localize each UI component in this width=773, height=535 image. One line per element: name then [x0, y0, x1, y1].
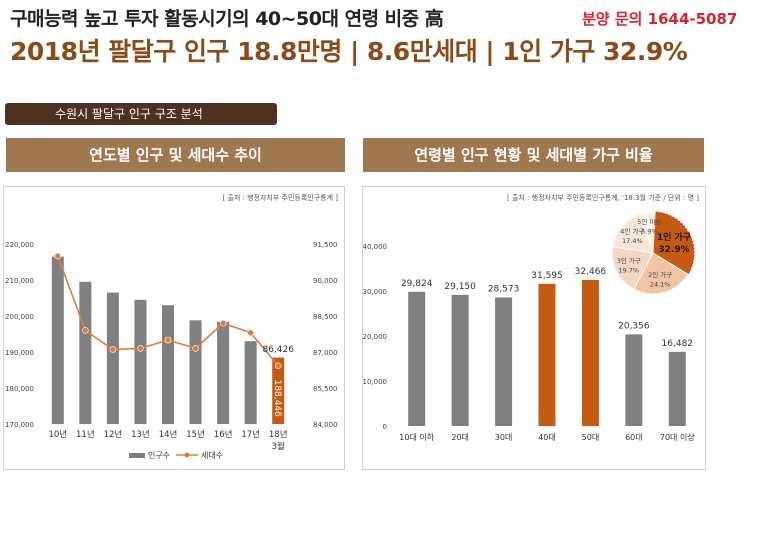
left-chart-box: [ 출처 : 행정자치부 주민등록인구통계 ] 220,000 210,000 20…: [3, 186, 345, 470]
contact-phone[interactable]: 분양 문의 1644-5087: [582, 10, 738, 28]
households-point: [54, 252, 62, 260]
right-panel-title: 연령별 인구 현황 및 세대별 가구 비율: [363, 138, 704, 172]
x-tick-label: 3월: [272, 441, 285, 452]
age-value-label: 29,150: [444, 282, 476, 292]
x-tick-label: 30대: [495, 433, 513, 442]
right-source: [ 출처 : 행정자치부 주민등록인구통계, '18.3월 기준 / 단위 : …: [507, 194, 699, 202]
households-point: [192, 345, 199, 352]
x-tick-label: 20대: [451, 433, 469, 442]
y-right-tick: 88,500: [313, 313, 338, 321]
legend-population-swatch: [129, 453, 145, 458]
households-point: [82, 327, 89, 334]
age-bar: [538, 283, 556, 426]
age-bar: [408, 291, 426, 426]
x-tick-label: 17년: [241, 429, 260, 440]
y-right-tick: 90,000: [313, 277, 338, 285]
pie-slice-value: 32.9%: [658, 245, 689, 255]
households-point: [164, 336, 172, 344]
x-tick-label: 60대: [625, 433, 643, 442]
age-bar: [581, 279, 599, 426]
x-tick-label: 11년: [76, 429, 95, 440]
households-point: [274, 362, 282, 370]
legend-households-swatch-dot: [184, 452, 190, 458]
x-tick-label: 50대: [582, 433, 600, 442]
y-left-tick: 180,000: [5, 385, 34, 393]
age-value-label: 32,466: [575, 267, 607, 277]
x-tick-label: 10대 이하: [399, 432, 434, 442]
age-bar: [625, 334, 643, 426]
pie-slice-value: 19.7%: [618, 267, 639, 275]
headline: 구매능력 높고 투자 활동시기의 40~50대 연령 비중 高: [10, 8, 444, 30]
x-tick-label: 14년: [159, 429, 178, 440]
population-bar: [244, 341, 257, 424]
left-source: [ 출처 : 행정자치부 주민등록인구통계 ]: [222, 194, 338, 202]
x-tick-label: 70대 이상: [660, 432, 695, 442]
population-bar: [162, 305, 174, 424]
y-tick: 0: [383, 423, 387, 431]
y-right-tick: 91,500: [313, 241, 338, 249]
age-value-label: 16,482: [662, 339, 694, 349]
y-left-tick: 220,000: [5, 241, 34, 249]
population-bar: [217, 321, 230, 424]
age-bar: [668, 351, 686, 426]
pie-slice-label: 2인 가구: [648, 270, 672, 279]
section-tag: 수원시 팔달구 인구 구조 분석: [5, 103, 277, 125]
households-point: [219, 319, 227, 327]
population-bar: [79, 281, 92, 424]
population-bar: [134, 299, 147, 424]
y-tick: 20,000: [363, 333, 387, 341]
x-tick-label: 12년: [104, 429, 123, 440]
left-panel-title: 연도별 인구 및 세대수 추이: [6, 138, 345, 172]
age-chart: 40,000 30,000 20,000 10,000 0 29,824 10대 이하 29,…: [363, 211, 695, 442]
y-tick: 30,000: [363, 288, 387, 296]
y-left-tick: 170,000: [5, 421, 34, 429]
pie-slice-value: 24.1%: [650, 281, 671, 289]
x-tick-label: 40대: [538, 433, 556, 442]
subheadline: 2018년 팔달구 인구 18.8만명 | 8.6만세대 | 1인 가구 32.…: [10, 37, 688, 66]
age-value-label: 29,824: [401, 279, 433, 289]
population-last-label: 188,446: [272, 380, 282, 417]
age-value-label: 20,356: [618, 321, 650, 331]
pie-slice-value: 17.4%: [622, 237, 643, 245]
pie-slice-label: 3인 가구: [617, 256, 641, 265]
y-tick: 40,000: [363, 243, 387, 251]
pie-slice: [639, 211, 656, 254]
population-bar: [189, 320, 202, 424]
pie-slice-value: 5.9%: [641, 228, 658, 236]
population-bar: [272, 357, 285, 424]
households-last-label: 86,426: [262, 345, 294, 355]
population-chart: 220,000 210,000 200,000 190,000 180,000 170,0…: [5, 241, 338, 460]
y-tick: 10,000: [363, 378, 387, 386]
pie-slice: [611, 246, 654, 290]
x-tick-label: 13년: [131, 429, 150, 440]
y-left-tick: 210,000: [5, 277, 34, 285]
x-tick-label: 18년: [269, 429, 288, 440]
legend-households-label: 세대수: [201, 451, 223, 460]
households-point: [109, 346, 117, 353]
y-right-tick: 85,500: [313, 385, 338, 393]
households-point: [247, 329, 254, 337]
age-value-label: 31,595: [531, 271, 563, 281]
pie-slice-label: 1인 가구: [657, 231, 691, 243]
pie-slice: [633, 252, 689, 295]
y-left-tick: 190,000: [5, 349, 34, 357]
y-left-tick: 200,000: [5, 313, 34, 321]
population-bar: [106, 292, 119, 424]
legend-population-label: 인구수: [148, 450, 170, 460]
age-value-label: 28,573: [488, 284, 520, 294]
y-right-tick: 87,000: [313, 349, 338, 357]
age-bar: [495, 297, 513, 426]
x-tick-label: 15년: [186, 429, 205, 440]
age-bar: [451, 294, 469, 426]
x-tick-label: 16년: [214, 429, 233, 440]
pie-slice-label: 5인 이상: [637, 217, 661, 226]
households-point: [137, 345, 144, 352]
y-right-tick: 84,000: [313, 421, 338, 429]
pie-slice-label: 4인 가구: [620, 226, 644, 235]
x-tick-label: 10년: [48, 429, 67, 440]
population-bar: [51, 256, 64, 424]
right-chart-box: [ 출처 : 행정자치부 주민등록인구통계, '18.3월 기준 / 단위 : …: [362, 186, 706, 470]
